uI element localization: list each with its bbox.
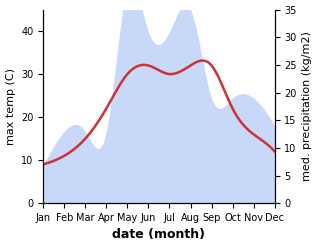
Y-axis label: med. precipitation (kg/m2): med. precipitation (kg/m2) — [302, 31, 313, 181]
X-axis label: date (month): date (month) — [113, 228, 205, 242]
Y-axis label: max temp (C): max temp (C) — [5, 68, 16, 145]
